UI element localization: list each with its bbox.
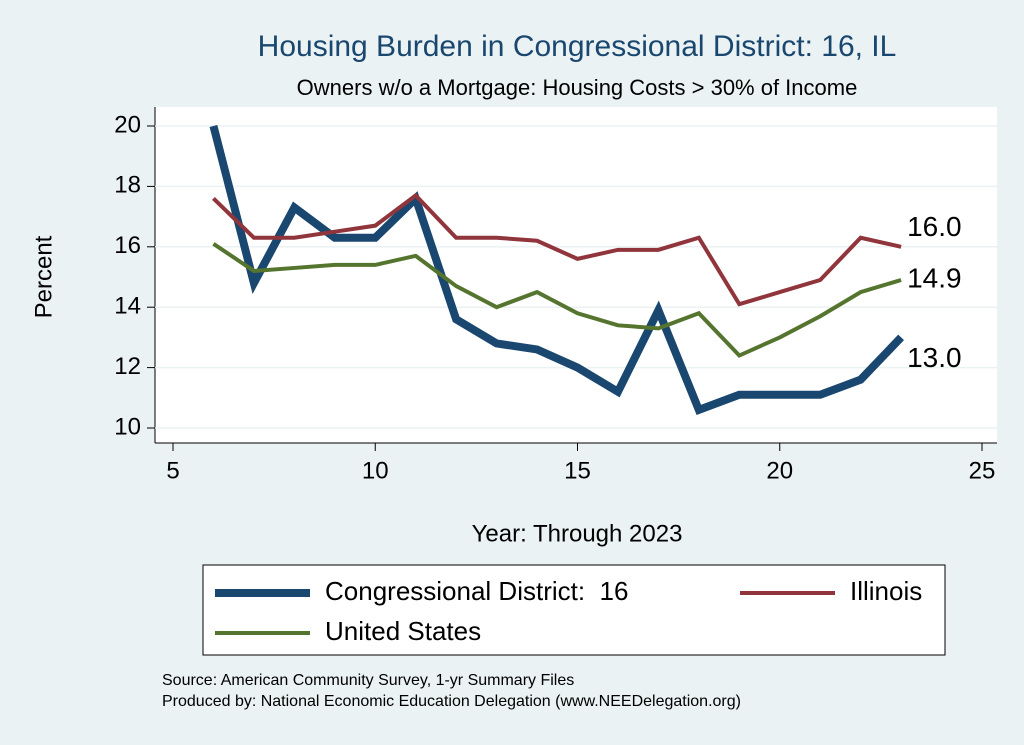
x-tick-label: 20 [766,457,793,484]
x-tick-label: 25 [969,457,996,484]
y-tick-label: 12 [114,353,141,380]
chart-subtitle: Owners w/o a Mortgage: Housing Costs > 3… [297,75,858,100]
end-label: 16.0 [907,211,962,242]
legend-label: Congressional District: 16 [325,576,628,606]
y-axis-label: Percent [30,235,57,318]
producer-note: Produced by: National Economic Education… [162,693,741,710]
legend-label: Illinois [850,576,922,606]
end-label: 14.9 [907,262,962,293]
y-tick-label: 20 [114,111,141,138]
x-tick-label: 15 [564,457,591,484]
x-tick-label: 5 [166,457,179,484]
x-tick-label: 10 [362,457,389,484]
y-tick-label: 18 [114,172,141,199]
end-label: 13.0 [907,342,962,373]
legend [202,564,946,656]
plot-area [155,107,997,443]
source-note: Source: American Community Survey, 1-yr … [162,672,574,689]
chart-title: Housing Burden in Congressional District… [258,30,897,63]
y-tick-label: 10 [114,413,141,440]
series-line [212,242,902,358]
y-tick-label: 16 [114,232,141,259]
x-axis-label: Year: Through 2023 [472,520,683,547]
legend-label: United States [325,616,481,646]
series-line [212,192,902,307]
y-tick-label: 14 [114,293,141,320]
